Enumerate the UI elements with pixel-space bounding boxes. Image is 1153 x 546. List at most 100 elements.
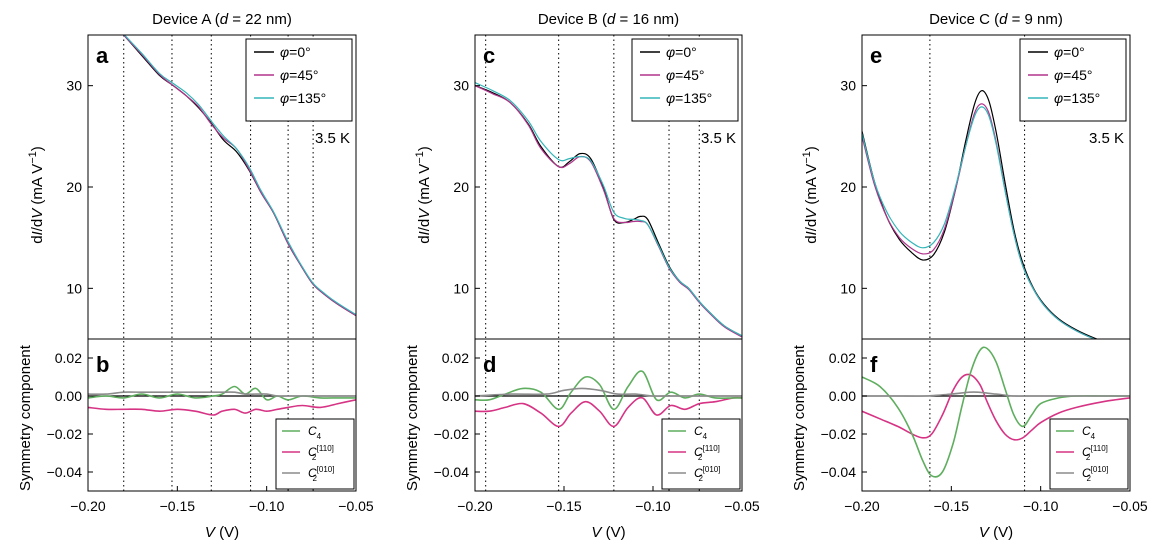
legend-entry: C[010] 2 bbox=[694, 465, 720, 483]
xlabel-V: V bbox=[979, 524, 991, 541]
title-device: Device A ( bbox=[152, 11, 220, 28]
xtick-label: −0.05 bbox=[338, 498, 374, 514]
ylabel-V: V bbox=[803, 207, 820, 219]
legend-entry: C4 bbox=[694, 424, 708, 441]
xtick-label: −0.15 bbox=[546, 498, 582, 514]
ytick-label: 20 bbox=[840, 179, 856, 195]
legend-sup: [010] bbox=[317, 465, 335, 474]
panel-label: e bbox=[870, 43, 882, 68]
bottom-plot-frame bbox=[474, 338, 743, 492]
ylabel-d: d bbox=[29, 235, 46, 243]
legend-base: C bbox=[694, 445, 703, 459]
ytick-label: 30 bbox=[840, 78, 856, 94]
top-series-group bbox=[122, 35, 356, 317]
ytick-label: 0.00 bbox=[55, 388, 82, 404]
bottom-series-group bbox=[475, 370, 742, 428]
ylabel-unit: (mA V bbox=[29, 164, 46, 209]
temperature-label: 3.5 K bbox=[1089, 130, 1124, 147]
bottom-plot-frame bbox=[861, 338, 1131, 492]
legend-phi: φ bbox=[280, 67, 289, 83]
ylabel-slash-d: /d bbox=[416, 219, 433, 232]
legend-entry: C[110] 2 bbox=[308, 444, 334, 462]
legend-entry: φ=45° bbox=[280, 67, 319, 83]
series-c2-110 bbox=[475, 396, 742, 428]
legend-entry: C4 bbox=[308, 424, 322, 441]
legend-angle: =135° bbox=[289, 90, 326, 106]
panel-label: a bbox=[96, 43, 109, 68]
series-line-phi-0 bbox=[862, 90, 1099, 339]
xlabel-unit: (V) bbox=[215, 524, 239, 541]
y-axis-label-top: dI/dV (mA V−1) bbox=[414, 146, 433, 244]
ylabel-exponent: −1 bbox=[27, 151, 39, 164]
legend-base: C bbox=[1082, 445, 1091, 459]
title-thickness: = 9 nm) bbox=[1007, 11, 1062, 28]
ylabel-I: I bbox=[29, 231, 46, 235]
xlabel-V: V bbox=[591, 524, 603, 541]
series-c2-110 bbox=[88, 399, 356, 416]
series-line-phi-2 bbox=[475, 82, 742, 337]
legend-sub: 4 bbox=[1091, 432, 1096, 441]
y-axis-label-top: dI/dV (mA V−1) bbox=[27, 146, 46, 244]
ytick-label: −0.04 bbox=[821, 464, 857, 480]
legend-entry: C[010] 2 bbox=[1082, 465, 1108, 483]
legend-entry: φ=0° bbox=[666, 44, 697, 60]
legend-angle: =135° bbox=[675, 90, 712, 106]
title-d: d bbox=[999, 11, 1008, 28]
legend-base: C bbox=[308, 466, 317, 480]
series-line-phi-0 bbox=[475, 85, 742, 337]
ytick-label: 0.02 bbox=[55, 350, 82, 366]
legend-base: C bbox=[308, 424, 317, 438]
title-thickness: = 16 nm) bbox=[615, 11, 679, 28]
panel-label: f bbox=[870, 352, 878, 377]
ytick-label: 30 bbox=[453, 78, 469, 94]
ylabel-unit: (mA V bbox=[416, 164, 433, 209]
series-c2-010 bbox=[862, 391, 1130, 397]
xtick-label: −0.05 bbox=[1112, 498, 1148, 514]
ytick-label: 0.02 bbox=[829, 350, 856, 366]
legend-entry: C[010] 2 bbox=[308, 465, 334, 483]
legend-phi: φ bbox=[280, 90, 289, 106]
ytick-label: −0.04 bbox=[47, 464, 83, 480]
ytick-label: −0.02 bbox=[47, 426, 83, 442]
legend-angle: =45° bbox=[675, 67, 704, 83]
ylabel-close: ) bbox=[803, 146, 820, 151]
ytick-label: 10 bbox=[453, 280, 469, 296]
xtick-label: −0.20 bbox=[844, 498, 880, 514]
legend-phi: φ bbox=[1054, 90, 1063, 106]
panel-label: d bbox=[483, 352, 496, 377]
legend-sub: 2 bbox=[312, 453, 317, 462]
legend-sup: [010] bbox=[1091, 465, 1109, 474]
legend-sup: [010] bbox=[703, 465, 721, 474]
legend-entry: C4 bbox=[1082, 424, 1096, 441]
bottom-plot-frame bbox=[87, 338, 357, 492]
bottom-series-group bbox=[88, 385, 356, 416]
legend-base: C bbox=[694, 424, 703, 438]
xtick-label: −0.05 bbox=[724, 498, 760, 514]
legend-phi: φ bbox=[1054, 44, 1063, 60]
legend-sub: 2 bbox=[1086, 453, 1091, 462]
ytick-label: 0.00 bbox=[442, 388, 469, 404]
series-line-phi-1 bbox=[475, 85, 742, 338]
legend-entry: φ=45° bbox=[1054, 67, 1093, 83]
legend-angle: =0° bbox=[289, 44, 311, 60]
top-series-group bbox=[862, 90, 1099, 339]
top-series-group bbox=[475, 82, 742, 338]
legend-entry: C[110] 2 bbox=[694, 444, 720, 462]
legend-entry: φ=135° bbox=[666, 90, 712, 106]
legend-entry: φ=135° bbox=[280, 90, 326, 106]
series-c2-010 bbox=[475, 387, 742, 397]
bottom-series-group bbox=[862, 346, 1130, 478]
y-axis-label-bottom: Symmetry component bbox=[404, 344, 421, 491]
ytick-label: −0.04 bbox=[434, 464, 470, 480]
ytick-label: 30 bbox=[66, 78, 82, 94]
series-c4 bbox=[475, 370, 742, 411]
ylabel-slash-d: /d bbox=[29, 219, 46, 232]
ylabel-V: V bbox=[29, 207, 46, 219]
ytick-label: −0.02 bbox=[434, 426, 470, 442]
series-c2-010 bbox=[88, 391, 356, 397]
title-d: d bbox=[220, 11, 229, 28]
title-device: Device C ( bbox=[929, 11, 999, 28]
legend-angle: =135° bbox=[1063, 90, 1100, 106]
ytick-label: −0.02 bbox=[821, 426, 857, 442]
